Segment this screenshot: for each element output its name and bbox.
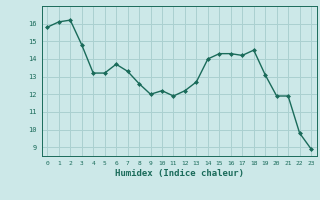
X-axis label: Humidex (Indice chaleur): Humidex (Indice chaleur): [115, 169, 244, 178]
